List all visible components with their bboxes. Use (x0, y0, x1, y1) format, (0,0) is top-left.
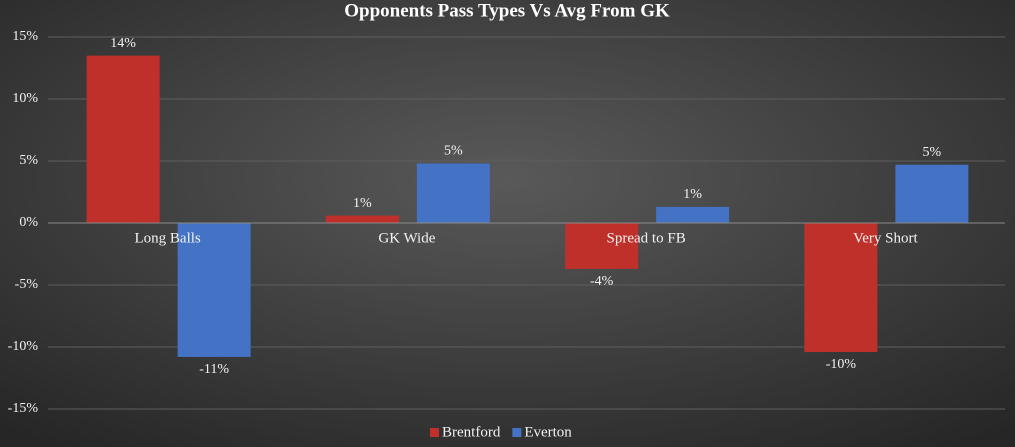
x-tick-label: Long Balls (135, 230, 201, 246)
y-tick-label: 5% (19, 153, 38, 168)
data-label: -4% (590, 274, 614, 289)
data-label: 5% (923, 145, 942, 160)
x-tick-label: Spread to FB (607, 230, 686, 246)
legend-swatch (430, 428, 439, 437)
bar (565, 223, 639, 269)
bar (177, 223, 251, 357)
data-label: 14% (110, 36, 136, 51)
x-tick-label: Very Short (853, 230, 918, 246)
bar (86, 55, 160, 223)
x-tick-label: GK Wide (378, 230, 435, 246)
data-label: -10% (826, 357, 857, 372)
data-label: 5% (444, 144, 463, 159)
bar (656, 206, 730, 223)
y-tick-label: 15% (12, 29, 38, 44)
bar (416, 163, 490, 223)
y-tick-label: 10% (12, 91, 38, 106)
chart-title: Opponents Pass Types Vs Avg From GK (344, 0, 670, 21)
legend-label: Everton (524, 424, 572, 440)
legend-swatch (512, 428, 522, 437)
data-label: 1% (353, 196, 372, 211)
data-label: 1% (683, 187, 702, 202)
data-label: -11% (199, 362, 229, 377)
legend-label: Brentford (442, 424, 501, 440)
y-tick-label: -10% (8, 339, 39, 354)
y-tick-label: -15% (8, 401, 39, 416)
bar (895, 164, 969, 223)
bar (804, 223, 878, 352)
y-tick-label: 0% (19, 215, 38, 230)
bar (325, 215, 399, 223)
y-tick-label: -5% (15, 277, 39, 292)
